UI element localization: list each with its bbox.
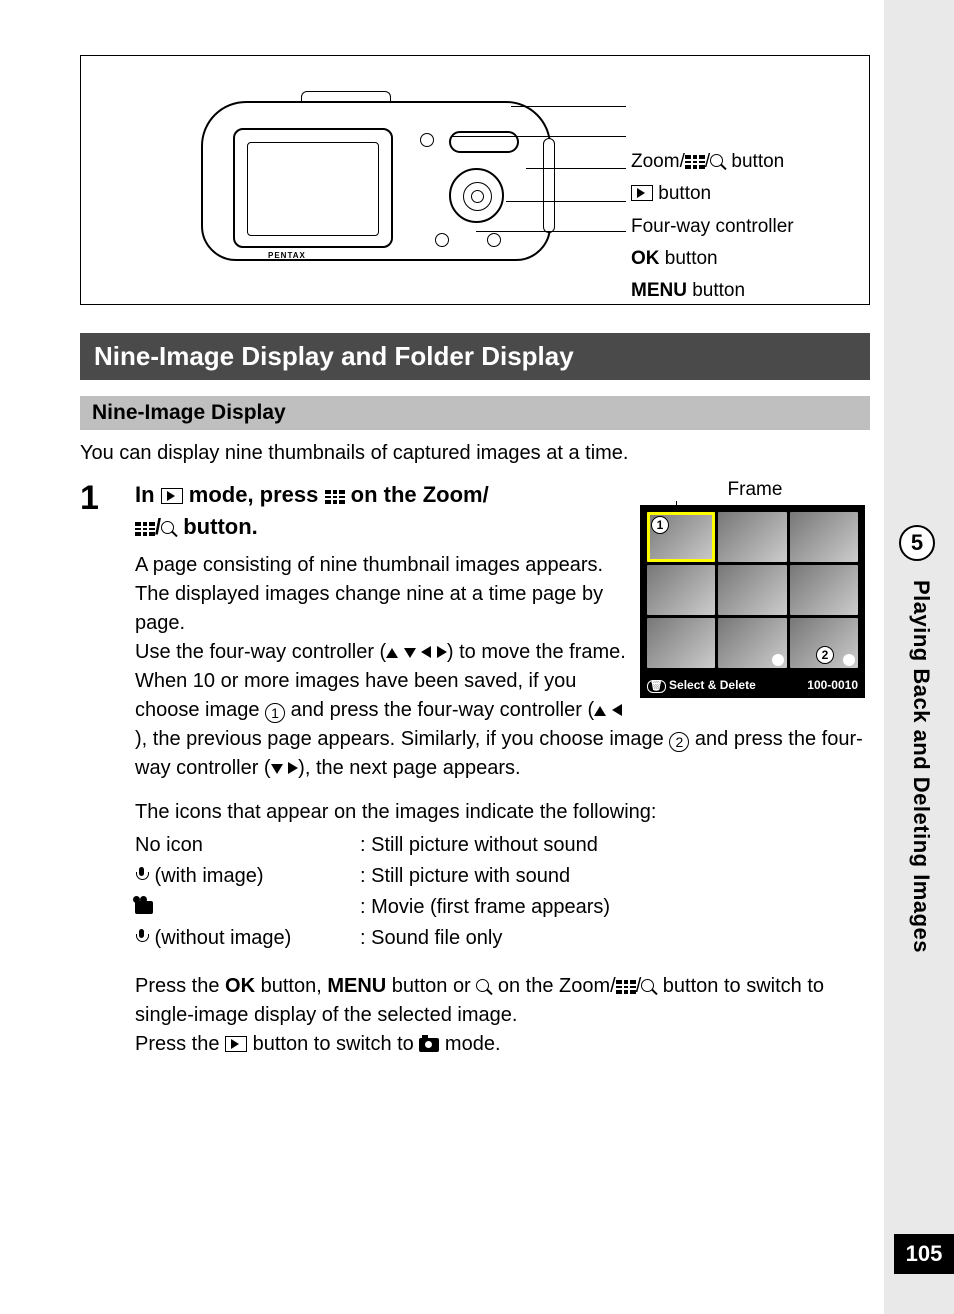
intro-text: You can display nine thumbnails of captu…	[80, 442, 870, 465]
thumbnail-figure: Frame 1 2 🗑 Select &	[640, 479, 870, 698]
label-fourway: Four-way controller	[631, 211, 794, 243]
trash-icon: 🗑	[647, 680, 666, 693]
section-heading: Nine-Image Display and Folder Display	[80, 333, 870, 380]
step-1: 1 Frame 1 2	[80, 479, 870, 1059]
thumb-4	[647, 565, 715, 615]
thumb-grid-icon	[325, 490, 345, 504]
thumb-2	[718, 512, 786, 562]
camera-brand: PENTAX	[268, 251, 306, 260]
thumb-grid-icon	[135, 522, 155, 536]
magnify-icon	[710, 154, 726, 170]
magnify-icon	[161, 521, 177, 537]
magnify-icon	[476, 979, 492, 995]
page-number: 105	[894, 1234, 954, 1274]
label-zoom: Zoom// button	[631, 146, 794, 178]
file-number: 100-0010	[807, 678, 858, 693]
thumb-1: 1	[647, 512, 715, 562]
label-play: button	[631, 178, 794, 210]
mic-icon	[135, 867, 149, 885]
label-ok: OK button	[631, 243, 794, 275]
ref-1: 1	[265, 703, 285, 723]
subsection-heading: Nine-Image Display	[80, 396, 870, 430]
thumb-6	[790, 565, 858, 615]
nine-grid: 1 2 🗑 Select & Delete 100-0010	[640, 505, 865, 698]
icon-legend: The icons that appear on the images indi…	[135, 801, 870, 954]
thumb-5	[718, 565, 786, 615]
step-tail-text: Press the OK button, MENU button or on t…	[135, 972, 870, 1059]
playback-icon	[161, 488, 183, 504]
thumb-grid-icon	[616, 980, 636, 994]
step-number: 1	[80, 479, 135, 518]
camera-diagram: PENTAX Zoom// button button Four-way con…	[80, 55, 870, 305]
magnify-icon	[641, 979, 657, 995]
page-content: PENTAX Zoom// button button Four-way con…	[80, 55, 870, 1059]
thumb-grid-icon	[685, 155, 705, 169]
thumb-8	[718, 618, 786, 668]
thumb-3	[790, 512, 858, 562]
chapter-number: 5	[899, 525, 935, 561]
playback-icon	[225, 1036, 247, 1052]
chapter-badge: 5	[899, 525, 939, 565]
thumb-9: 2	[790, 618, 858, 668]
grid-footer: 🗑 Select & Delete 100-0010	[641, 674, 864, 697]
chapter-title: Playing Back and Deleting Images	[908, 580, 934, 953]
ref-2: 2	[669, 732, 689, 752]
label-menu: MENU button	[631, 275, 794, 307]
mic-icon	[135, 929, 149, 947]
movie-icon	[135, 901, 153, 914]
camera-mode-icon	[419, 1038, 439, 1052]
frame-label: Frame	[640, 479, 870, 501]
thumb-7	[647, 618, 715, 668]
diagram-labels: Zoom// button button Four-way controller…	[631, 146, 794, 307]
camera-illustration: PENTAX	[201, 91, 551, 281]
playback-icon	[631, 185, 653, 201]
